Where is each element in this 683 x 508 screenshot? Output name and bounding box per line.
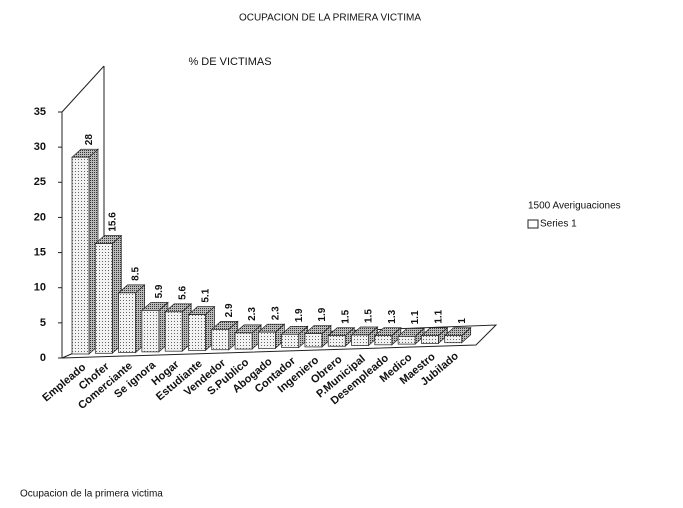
value-label: 1.1 [410,310,421,324]
y-tick-label: 25 [34,176,46,188]
y-tick-label: 0 [40,352,46,364]
value-label: 28 [84,134,95,146]
bar [304,333,323,348]
bar [118,292,136,353]
value-label: 1 [457,318,468,324]
value-label: 5.9 [154,284,165,298]
value-label: 5.1 [201,288,212,302]
bar [444,335,463,344]
bar [188,314,206,351]
value-label: 2.3 [247,307,258,321]
bar [281,333,299,348]
footer: Ocupacion de la primera victima [20,489,163,500]
y-tick-label: 30 [34,141,46,153]
bar [421,335,439,344]
y-tick-label: 20 [34,211,46,223]
bar [351,334,369,346]
bar [327,335,346,347]
value-label: 1.3 [387,309,398,323]
y-tick-label: 15 [34,246,46,258]
legend-label: Series 1 [540,219,577,230]
value-label: 5.6 [177,285,188,299]
value-label: 2.3 [270,306,281,320]
bar [234,332,253,350]
bar [141,310,160,353]
bar [94,243,113,354]
y-tick-label: 5 [40,317,46,329]
value-label: 15.6 [107,212,118,232]
bar [71,156,90,355]
subtitle: % DE VICTIMAS [188,56,271,68]
value-label: 2.9 [224,303,235,317]
chart-title: OCUPACION DE LA PRIMERA VICTIMA [239,13,421,24]
legend-swatch [527,219,539,229]
value-label: 1.9 [317,307,328,321]
legend-title: 1500 Averiguaciones [528,201,621,212]
bar [164,311,183,352]
value-label: 8.5 [131,267,142,281]
y-tick-label: 35 [34,106,46,118]
value-label: 1.5 [340,309,351,323]
bar [374,335,393,346]
bar [211,329,230,351]
value-label: 1.1 [434,309,445,323]
bar [258,331,276,349]
y-tick-label: 10 [34,282,46,294]
bar [397,336,416,345]
value-label: 1.9 [294,308,305,322]
value-label: 1.5 [364,309,375,323]
